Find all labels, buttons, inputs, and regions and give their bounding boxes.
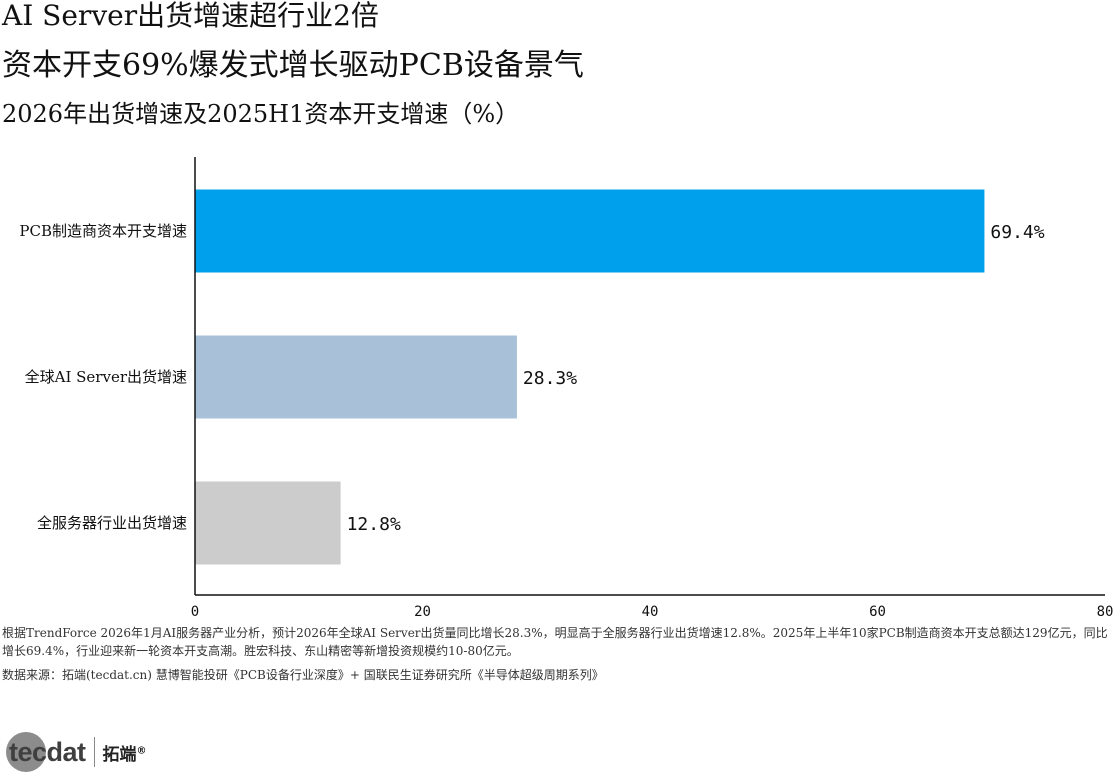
category-label-2: 全球AI Server出货增速	[25, 368, 187, 386]
bar-2	[195, 335, 517, 419]
chart-subtitle: 2026年出货增速及2025H1资本开支增速（%）	[2, 100, 520, 128]
logo-divider	[93, 737, 95, 767]
logo-circle-icon	[6, 732, 46, 772]
bar-1	[195, 189, 985, 273]
x-tick-label-4: 60	[869, 604, 886, 620]
value-label-1: 69.4%	[990, 222, 1044, 243]
logo-text: tecdat	[9, 736, 86, 767]
bar-3	[195, 481, 341, 565]
chart-note: 根据TrendForce 2026年1月AI服务器产业分析，预计2026年全球A…	[2, 626, 1108, 658]
x-tick-label-1: 0	[191, 604, 199, 620]
x-tick-label-5: 80	[1097, 604, 1114, 620]
bar-chart: PCB制造商资本开支增速 69.4% 全球AI Server出货增速 28.3% 全服务…	[19, 157, 1114, 620]
chart-title: AI Server出货增速超行业2倍	[2, 0, 379, 32]
x-tick-label-3: 40	[642, 604, 659, 620]
chart-title-line2: 资本开支69%爆发式增长驱动PCB设备景气	[2, 48, 584, 83]
x-tick-label-2: 20	[414, 604, 431, 620]
data-source: 数据来源：拓端(tecdat.cn) 慧博智能投研《PCB设备行业深度》+ 国联…	[2, 668, 604, 682]
logo-cn-text: 拓端®	[102, 744, 147, 765]
value-label-2: 28.3%	[523, 368, 577, 389]
tecdat-logo: tecdat 拓端®	[6, 732, 147, 772]
category-label-1: PCB制造商资本开支增速	[19, 222, 187, 240]
category-label-3: 全服务器行业出货增速	[37, 514, 187, 532]
value-label-3: 12.8%	[347, 514, 401, 535]
